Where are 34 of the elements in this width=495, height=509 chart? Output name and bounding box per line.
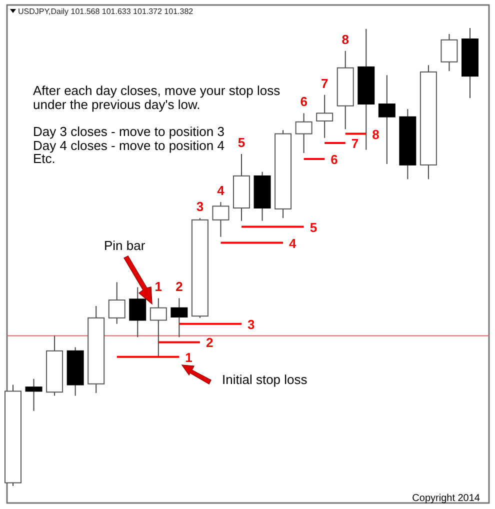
annotation: After each day closes, move your stop loss (33, 83, 281, 98)
series-label: 3 (248, 316, 255, 332)
text: 7 (320, 76, 328, 91)
chart-title: USDJPY,Daily 101.568 101.633 101.372 101.382 (18, 7, 194, 16)
candlestick (108, 282, 126, 324)
series-label: 6 (330, 152, 338, 167)
candlestick (378, 74, 396, 165)
text: 1 (154, 279, 162, 294)
text: 3 (196, 199, 204, 214)
annotation: Day 4 closes - move to position 4 (33, 138, 224, 153)
text: 8 (342, 32, 349, 47)
annotation: Pin bar (104, 238, 146, 253)
series-label: 7 (351, 136, 359, 151)
text: 4 (217, 183, 224, 198)
candlestick (150, 298, 167, 358)
series-label: 1 (185, 350, 192, 365)
series-label: 4 (289, 236, 298, 251)
text: 6 (300, 94, 308, 110)
series-label: 5 (310, 220, 318, 235)
candlestick (25, 378, 42, 412)
text: Copyright 2014 (412, 493, 480, 504)
candlestick (129, 286, 146, 338)
series-label: 2 (206, 335, 214, 350)
candlestick (295, 112, 312, 154)
candlestick (316, 94, 334, 138)
text: 2 (176, 279, 183, 294)
text: 5 (238, 134, 246, 150)
annotation: Day 3 closes - move to position 3 (33, 124, 224, 139)
annotation: Initial stop loss (222, 372, 308, 387)
series-label: 8 (372, 126, 380, 142)
annotation: under the previous day's low. (33, 97, 200, 112)
candlestick (170, 298, 188, 338)
candlestick (440, 33, 458, 72)
candlestick (212, 202, 230, 238)
